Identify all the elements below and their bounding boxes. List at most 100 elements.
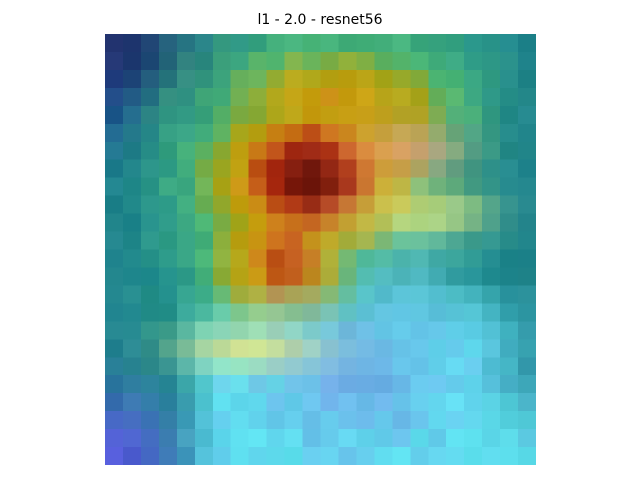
heatmap-cell xyxy=(446,285,465,304)
heatmap-cell xyxy=(374,375,393,394)
heatmap-cell xyxy=(212,87,232,107)
heatmap-cell xyxy=(428,195,447,214)
heatmap-cell xyxy=(320,411,339,430)
heatmap-cell xyxy=(500,375,519,394)
heatmap-cell xyxy=(302,105,321,125)
heatmap-cell xyxy=(212,34,232,53)
heatmap-cell xyxy=(356,123,375,143)
heatmap-cell xyxy=(266,267,285,286)
heatmap-cell xyxy=(428,87,447,107)
heatmap-cell xyxy=(392,303,411,322)
heatmap-cell xyxy=(266,285,285,304)
heatmap-cell xyxy=(482,105,501,125)
heatmap-cell xyxy=(158,69,178,89)
heatmap-cell xyxy=(356,159,375,179)
heatmap-cell xyxy=(392,393,411,412)
heatmap-cell xyxy=(338,87,357,107)
heatmap-cell xyxy=(140,429,160,448)
heatmap-cell xyxy=(500,213,519,232)
heatmap-cell xyxy=(392,339,411,358)
heatmap-cell xyxy=(140,213,160,232)
heatmap-cell xyxy=(302,267,321,286)
heatmap-cell xyxy=(248,213,267,232)
heatmap-cell xyxy=(140,159,160,179)
heatmap-cell xyxy=(158,249,178,268)
heatmap-cell xyxy=(230,231,250,250)
heatmap-cell xyxy=(266,87,285,107)
heatmap-cell xyxy=(464,34,483,53)
heatmap-cell xyxy=(105,195,124,214)
heatmap-cell xyxy=(302,357,321,376)
heatmap-cell xyxy=(248,123,267,143)
heatmap-cell xyxy=(230,159,250,179)
heatmap-cell xyxy=(320,141,339,161)
heatmap-cell xyxy=(284,123,303,143)
heatmap-cell xyxy=(158,159,178,179)
heatmap-cell xyxy=(248,51,267,71)
heatmap-cell xyxy=(266,231,285,250)
heatmap-cell xyxy=(338,285,357,304)
heatmap-cell xyxy=(500,141,519,161)
heatmap-cell xyxy=(320,87,339,107)
heatmap-cell xyxy=(356,429,375,448)
heatmap-cell xyxy=(140,69,160,89)
heatmap-cell xyxy=(320,357,339,376)
heatmap-cell xyxy=(140,447,160,465)
heatmap-cell xyxy=(176,339,196,358)
heatmap-cell xyxy=(518,177,536,196)
heatmap-cell xyxy=(230,447,250,465)
heatmap-cell xyxy=(392,249,411,268)
heatmap-cell xyxy=(284,393,303,412)
heatmap-cell xyxy=(158,105,178,125)
heatmap-cell xyxy=(105,339,124,358)
heatmap-cell xyxy=(176,177,196,196)
heatmap-cell xyxy=(248,231,267,250)
heatmap-cell xyxy=(392,447,411,465)
heatmap-cell xyxy=(105,213,124,232)
heatmap-cell xyxy=(248,357,267,376)
heatmap-cell xyxy=(410,429,429,448)
heatmap-cell xyxy=(122,285,142,304)
heatmap-cell xyxy=(194,393,214,412)
heatmap-cell xyxy=(464,141,483,161)
heatmap-cell xyxy=(302,375,321,394)
heatmap-cell xyxy=(230,429,250,448)
heatmap-cell xyxy=(248,321,267,340)
heatmap-cell xyxy=(302,429,321,448)
heatmap-cell xyxy=(392,159,411,179)
heatmap-cell xyxy=(518,213,536,232)
heatmap-cell xyxy=(176,141,196,161)
heatmap-cell xyxy=(320,267,339,286)
heatmap-cell xyxy=(518,429,536,448)
heatmap-cell xyxy=(446,339,465,358)
heatmap-cell xyxy=(518,267,536,286)
heatmap-cell xyxy=(320,195,339,214)
heatmap-cell xyxy=(266,177,285,196)
heatmap-cell xyxy=(140,411,160,430)
heatmap-cell xyxy=(122,231,142,250)
heatmap-cell xyxy=(482,375,501,394)
heatmap-cell xyxy=(248,375,267,394)
heatmap-cell xyxy=(194,231,214,250)
heatmap-cell xyxy=(248,411,267,430)
heatmap-cell xyxy=(356,357,375,376)
heatmap-cell xyxy=(176,213,196,232)
heatmap-cell xyxy=(194,303,214,322)
heatmap-cell xyxy=(122,213,142,232)
heatmap-cell xyxy=(105,34,124,53)
heatmap-cell xyxy=(374,105,393,125)
heatmap-cell xyxy=(105,105,124,125)
heatmap-cell xyxy=(446,393,465,412)
heatmap-cell xyxy=(105,123,124,143)
heatmap-cell xyxy=(266,123,285,143)
heatmap-cell xyxy=(356,393,375,412)
heatmap-cell xyxy=(230,267,250,286)
heatmap-cell xyxy=(392,357,411,376)
heatmap-cell xyxy=(446,447,465,465)
heatmap-cell xyxy=(320,375,339,394)
heatmap-cell xyxy=(212,69,232,89)
heatmap-cell xyxy=(230,123,250,143)
heatmap-cell xyxy=(410,285,429,304)
heatmap-cell xyxy=(338,357,357,376)
heatmap-cell xyxy=(446,34,465,53)
